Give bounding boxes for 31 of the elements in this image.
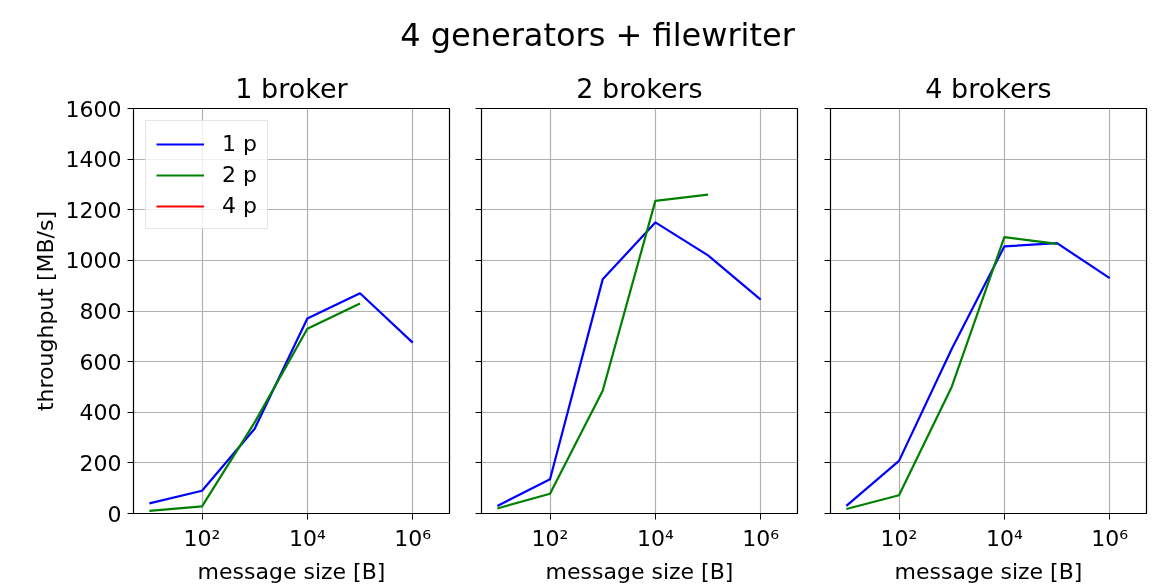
x-tick-label: 10⁴: [636, 525, 674, 551]
x-tick-label: 10⁴: [985, 525, 1023, 551]
y-tick-label: 1400: [65, 147, 122, 173]
line-series: [148, 302, 362, 513]
y-tick-label: 800: [79, 299, 122, 324]
y-tick-label: 200: [79, 450, 122, 476]
x-axis-title: message size [B]: [197, 558, 386, 584]
x-tick-label: 10⁶: [1091, 525, 1129, 551]
x-tick-label: 10⁶: [742, 525, 780, 551]
x-tick-label: 10⁴: [288, 525, 326, 551]
x-axis-title: message size [B]: [545, 558, 734, 584]
line-series: [148, 292, 414, 505]
legend-label: 4 p: [222, 193, 257, 218]
y-tick-label: 1000: [65, 248, 122, 274]
x-tick-label: 10²: [183, 525, 221, 551]
chart-title: 2 brokers: [576, 72, 703, 104]
x-tick-label: 10²: [531, 525, 569, 551]
x-axis-title: message size [B]: [894, 558, 1083, 584]
chart-title: 1 broker: [235, 72, 349, 104]
y-tick-label: 0: [107, 501, 122, 527]
legend-label: 1 p: [222, 131, 257, 156]
chart-title: 4 brokers: [925, 72, 1052, 104]
y-axis-title: throughput [MB/s]: [32, 210, 58, 412]
y-tick-label: 400: [79, 400, 122, 426]
x-tick-label: 10⁶: [394, 525, 432, 551]
text: 4 generators + filewriter: [400, 15, 795, 55]
y-tick-label: 1600: [65, 96, 122, 122]
x-tick-label: 10²: [880, 525, 918, 551]
y-tick-label: 600: [79, 349, 122, 375]
y-tick-label: 1200: [65, 197, 122, 223]
legend-label: 2 p: [222, 162, 257, 187]
